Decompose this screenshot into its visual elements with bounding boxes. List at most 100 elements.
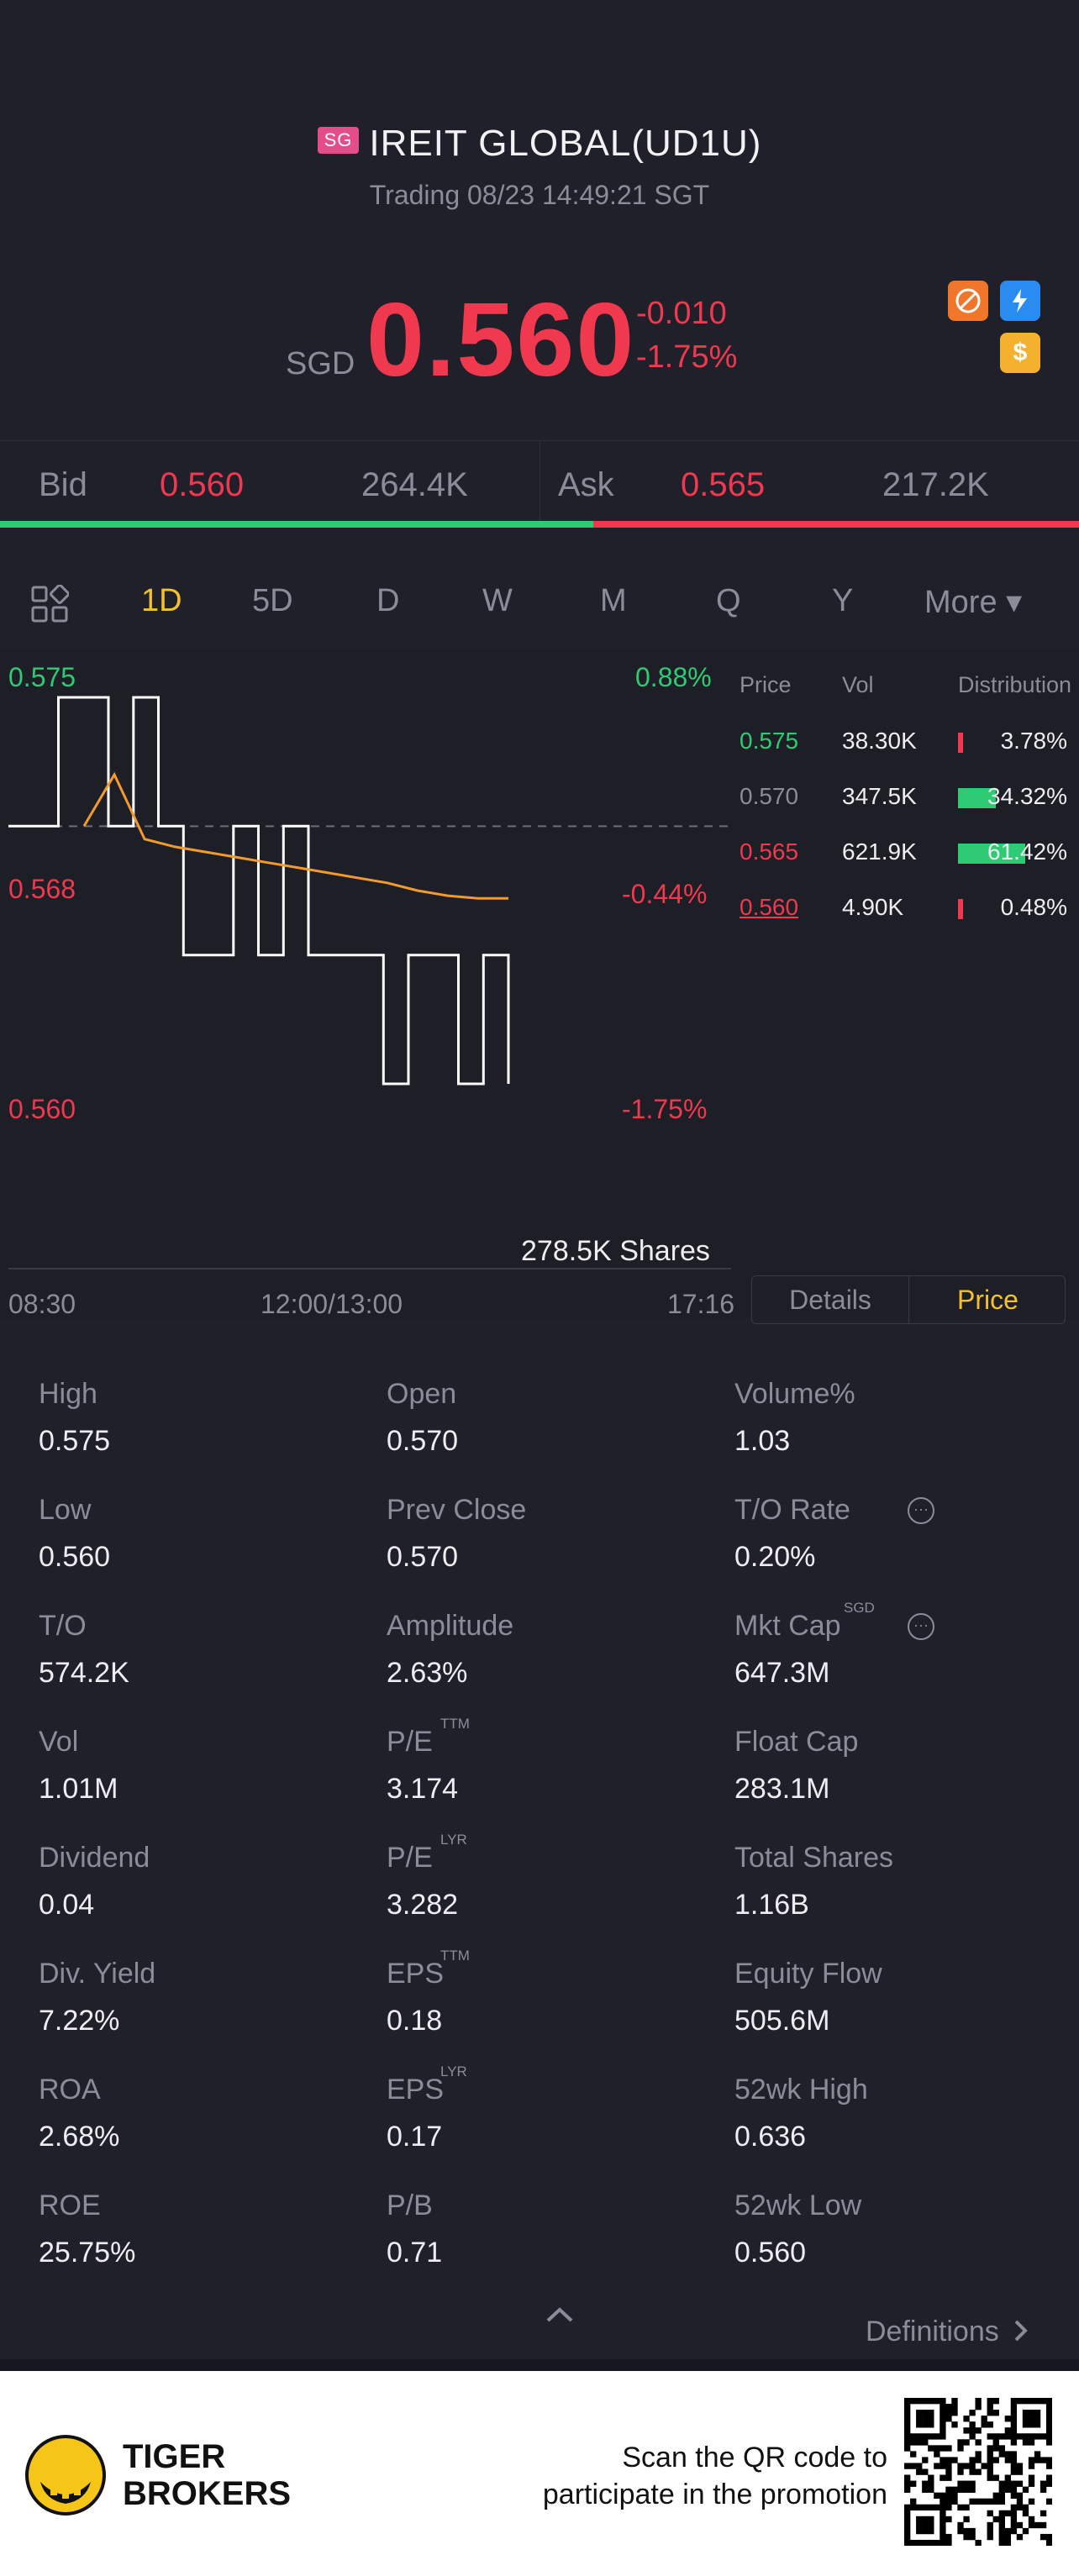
more-info-icon[interactable]: ··· (908, 1613, 934, 1640)
dist-volume: 347.5K (842, 783, 917, 809)
bid-label: Bid (39, 466, 87, 503)
footer-divider (0, 2359, 1079, 2371)
qr-module (934, 2539, 940, 2546)
qr-module (1010, 2492, 1018, 2499)
tab-more[interactable]: More ▾ (924, 585, 1023, 620)
qr-module (1045, 2533, 1052, 2541)
stat-value: 1.03 (734, 1425, 791, 1457)
qr-module (987, 2463, 993, 2469)
qr-module (987, 2533, 993, 2541)
qr-module (916, 2521, 923, 2529)
dist-price: 0.570 (740, 783, 799, 809)
qr-module (910, 2504, 917, 2511)
qr-module (945, 2410, 952, 2416)
dist-price: 0.560 (740, 894, 799, 920)
qr-module (940, 2445, 946, 2452)
qr-module (992, 2457, 999, 2463)
qr-module (904, 2410, 911, 2416)
qr-module (928, 2398, 934, 2405)
qr-module (910, 2439, 917, 2446)
qr-module (910, 2480, 917, 2487)
qr-module (1028, 2398, 1035, 2405)
qr-code-icon[interactable] (904, 2398, 1052, 2546)
qr-module (1004, 2539, 1012, 2546)
qr-module (940, 2504, 946, 2511)
promo-text-line1: Scan the QR code to (622, 2442, 887, 2473)
stat-value: 0.570 (387, 1541, 459, 1573)
tab-5d[interactable]: 5D (252, 583, 293, 618)
tab-1d[interactable]: 1D (141, 583, 182, 618)
qr-module (987, 2457, 993, 2463)
qr-module (928, 2474, 934, 2481)
qr-module (1045, 2498, 1052, 2505)
qr-module (969, 2457, 976, 2463)
qr-module (1004, 2474, 1012, 2481)
qr-module (1028, 2480, 1035, 2487)
qr-module (1034, 2521, 1041, 2529)
dist-price: 0.565 (740, 839, 799, 865)
qr-module (910, 2539, 917, 2546)
qr-module (916, 2516, 923, 2523)
brand-name-line1: TIGER (123, 2438, 226, 2475)
intraday-chart-panel (0, 647, 1079, 1319)
dist-header-price: Price (740, 672, 792, 697)
qr-module (1016, 2480, 1024, 2487)
qr-module (951, 2492, 958, 2499)
qr-module (945, 2445, 952, 2452)
qr-module (1004, 2480, 1012, 2487)
no-short-icon[interactable] (948, 281, 988, 321)
stat-label: 52wk High (734, 2074, 868, 2105)
qr-module (1045, 2398, 1052, 2405)
price-button[interactable]: Price (957, 1285, 1018, 1315)
dist-header-distribution: Distribution (958, 672, 1072, 697)
qr-module (928, 2527, 934, 2535)
qr-module (945, 2492, 952, 2499)
qr-module (904, 2433, 911, 2440)
definitions-link[interactable]: Definitions (866, 2316, 1030, 2348)
stat-label: EPS (387, 1958, 445, 1990)
x-label-close: 17:16 (667, 1289, 735, 1319)
qr-module (904, 2445, 911, 2452)
qr-module (1010, 2404, 1018, 2410)
qr-module (922, 2480, 929, 2487)
tab-year[interactable]: Y (832, 583, 854, 618)
qr-module (992, 2433, 999, 2440)
bid-price: 0.560 (160, 466, 245, 503)
tab-quarter[interactable]: Q (716, 583, 741, 618)
details-button[interactable]: Details (752, 1276, 909, 1323)
qr-module (957, 2468, 964, 2475)
tab-month[interactable]: M (600, 583, 627, 618)
qr-module (992, 2439, 999, 2446)
flash-icon[interactable] (1000, 281, 1040, 321)
qr-module (1010, 2427, 1018, 2434)
qr-module (987, 2433, 993, 2440)
stat-label: Open (387, 1378, 457, 1410)
qr-module (916, 2398, 923, 2405)
chevron-up-icon[interactable] (543, 2302, 576, 2332)
qr-module (1028, 2416, 1035, 2422)
qr-module (1016, 2463, 1024, 2469)
dollar-icon[interactable]: $ (1000, 333, 1040, 373)
qr-module (998, 2486, 1005, 2493)
qr-module (910, 2498, 917, 2505)
qr-module (1010, 2527, 1018, 2535)
y-left-label-top: 0.575 (8, 662, 76, 692)
more-info-icon[interactable]: ··· (908, 1497, 934, 1524)
stat-value: 2.63% (387, 1657, 468, 1689)
qr-module (987, 2498, 993, 2505)
tab-day[interactable]: D (376, 583, 400, 618)
qr-module (975, 2427, 982, 2434)
price-change-percent: -1.75% (636, 339, 738, 375)
layout-grid-icon[interactable] (30, 584, 70, 632)
stock-title: SG IREIT GLOBAL(UD1U) (0, 123, 1079, 165)
qr-module (934, 2492, 940, 2499)
intraday-chart[interactable] (0, 647, 740, 1285)
stat-value: 0.71 (387, 2237, 443, 2268)
qr-module (916, 2504, 923, 2511)
qr-module (998, 2527, 1005, 2535)
qr-module (904, 2516, 911, 2523)
qr-module (1045, 2404, 1052, 2410)
qr-module (963, 2516, 970, 2523)
tab-week[interactable]: W (482, 583, 513, 618)
qr-module (992, 2410, 999, 2416)
